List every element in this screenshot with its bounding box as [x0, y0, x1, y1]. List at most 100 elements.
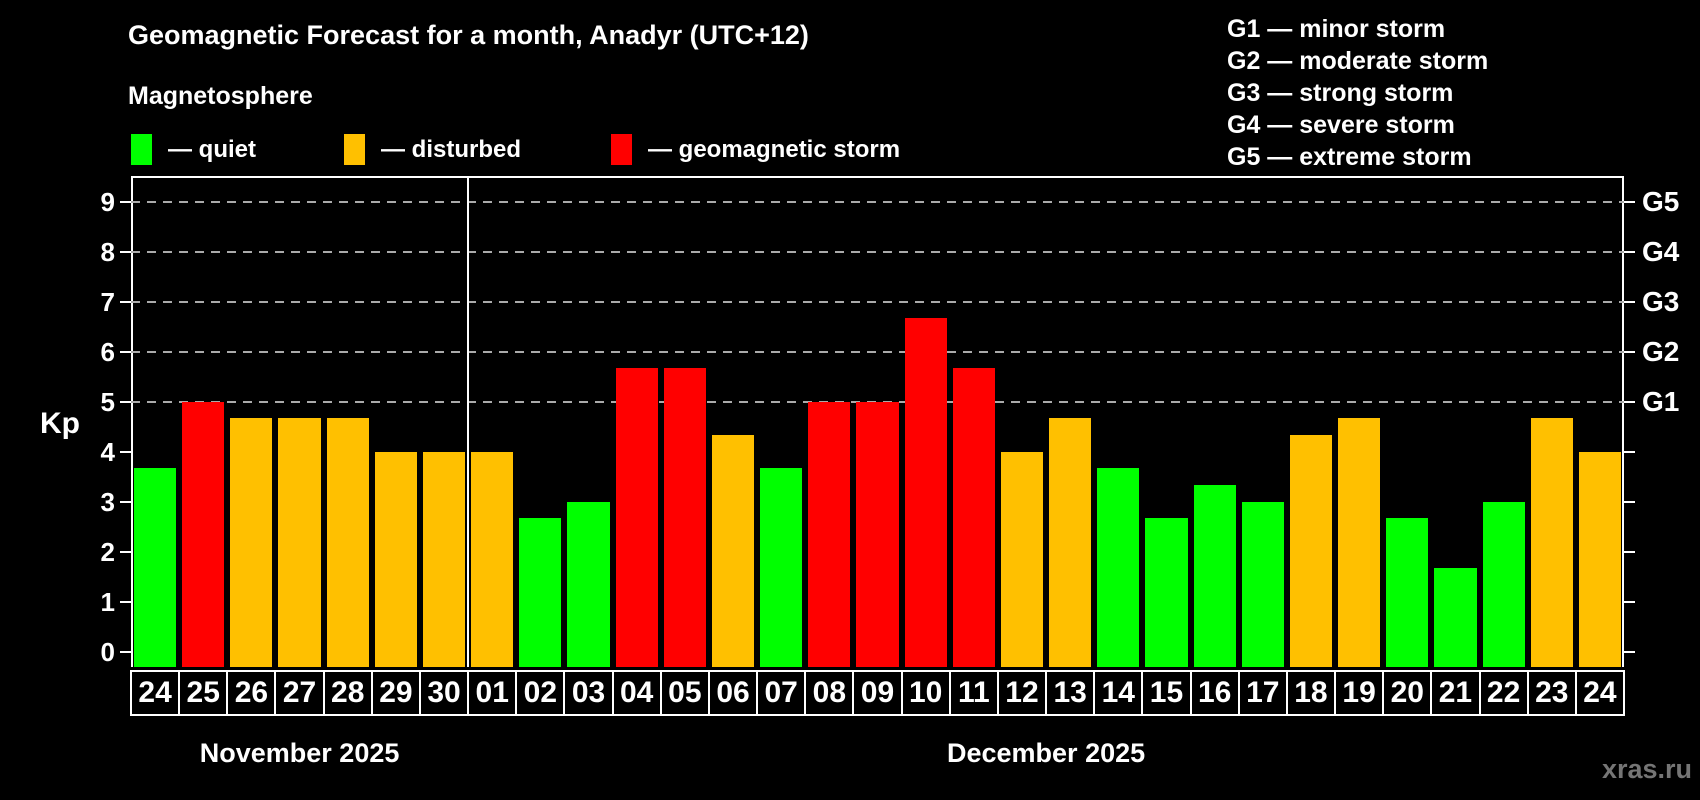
date-label: 12 — [996, 670, 1048, 716]
date-label: 04 — [611, 670, 662, 716]
date-label: 06 — [707, 670, 759, 716]
left-tick-7 — [120, 300, 131, 303]
date-label: 20 — [1382, 670, 1433, 716]
kp-bar-dec-01 — [471, 451, 514, 667]
plot-frame — [131, 176, 1624, 667]
kp-bar-dec-14 — [1097, 468, 1140, 667]
disturbed-swatch-icon — [344, 134, 365, 165]
y-tick-label-6: 6 — [100, 336, 115, 367]
kp-bar-dec-19 — [1338, 418, 1381, 667]
kp-bar-nov-27 — [278, 418, 321, 667]
gridline-kp8 — [131, 250, 1624, 253]
kp-bar-nov-25 — [182, 401, 225, 667]
kp-bar-dec-13 — [1049, 418, 1092, 667]
date-label: 24 — [1574, 670, 1625, 716]
kp-bar-nov-30 — [422, 451, 466, 667]
date-label: 15 — [1141, 670, 1192, 716]
right-tick-2 — [1624, 550, 1635, 553]
y-tick-label-4: 4 — [100, 436, 115, 467]
gridline-kp7 — [131, 300, 1624, 303]
kp-bar-dec-24 — [1578, 451, 1621, 667]
kp-bar-dec-09 — [856, 401, 899, 667]
right-tick-7 — [1624, 300, 1635, 303]
kp-bar-dec-07 — [760, 468, 803, 667]
date-label: 21 — [1430, 670, 1481, 716]
y-tick-label-7: 7 — [100, 286, 115, 317]
date-label: 29 — [370, 670, 421, 716]
storm-legend-label: — geomagnetic storm — [648, 136, 901, 163]
date-label: 16 — [1189, 670, 1240, 716]
g-tick-label-g1: G1 — [1642, 385, 1680, 417]
y-tick-label-3: 3 — [100, 486, 115, 517]
quiet-legend-label: — quiet — [168, 136, 256, 163]
month-divider — [467, 176, 470, 667]
right-tick-3 — [1624, 500, 1635, 503]
g5-legend-line: G5 — extreme storm — [1227, 143, 1472, 171]
kp-bar-dec-18 — [1289, 435, 1333, 667]
gridline-kp9 — [131, 200, 1624, 203]
y-tick-label-0: 0 — [100, 636, 115, 667]
right-tick-5 — [1624, 400, 1635, 403]
date-label: 19 — [1334, 670, 1385, 716]
kp-bar-dec-08 — [808, 401, 851, 667]
gridline-kp6 — [131, 350, 1624, 353]
left-tick-6 — [120, 350, 131, 353]
date-label: 11 — [948, 670, 999, 716]
date-label: 17 — [1237, 670, 1288, 716]
kp-bar-nov-28 — [326, 418, 369, 667]
kp-bar-dec-21 — [1434, 568, 1477, 667]
kp-bar-dec-02 — [519, 518, 562, 667]
date-label: 10 — [900, 670, 951, 716]
y-tick-label-5: 5 — [100, 386, 115, 417]
kp-bar-nov-24 — [134, 468, 177, 667]
date-label: 02 — [515, 670, 566, 716]
date-label: 09 — [852, 670, 903, 716]
g4-legend-line: G4 — severe storm — [1227, 111, 1455, 139]
kp-bar-dec-20 — [1386, 518, 1429, 667]
g-tick-label-g3: G3 — [1642, 285, 1680, 317]
quiet-swatch-icon — [131, 134, 152, 165]
date-label: 18 — [1285, 670, 1337, 716]
y-axis-title: Kp — [40, 407, 80, 440]
kp-bar-dec-10 — [904, 318, 947, 667]
left-tick-4 — [120, 450, 131, 453]
kp-bar-dec-05 — [663, 368, 706, 667]
right-tick-4 — [1624, 450, 1635, 453]
date-label: 24 — [130, 670, 181, 716]
kp-bar-nov-26 — [230, 418, 273, 667]
right-tick-9 — [1624, 200, 1635, 203]
kp-bar-dec-17 — [1241, 501, 1284, 667]
left-tick-1 — [120, 600, 131, 603]
y-tick-label-9: 9 — [100, 186, 115, 217]
kp-bar-dec-23 — [1530, 418, 1573, 667]
left-tick-2 — [120, 550, 131, 553]
g3-legend-line: G3 — strong storm — [1227, 79, 1454, 107]
g-tick-label-g5: G5 — [1642, 185, 1680, 217]
date-label: 25 — [178, 670, 229, 716]
g1-legend-line: G1 — minor storm — [1227, 15, 1446, 43]
y-tick-label-1: 1 — [100, 586, 115, 617]
date-label: 08 — [804, 670, 855, 716]
left-tick-5 — [120, 400, 131, 403]
page-title: Geomagnetic Forecast for a month, Anadyr… — [128, 20, 809, 50]
chart-subtitle: Magnetosphere — [128, 82, 313, 110]
g2-legend-line: G2 — moderate storm — [1227, 47, 1489, 75]
kp-bar-dec-22 — [1482, 501, 1525, 667]
month-label-november: November 2025 — [199, 738, 400, 768]
kp-bar-dec-15 — [1145, 518, 1188, 667]
g-tick-label-g4: G4 — [1642, 235, 1680, 267]
kp-bar-dec-12 — [1000, 451, 1044, 667]
month-label-december: December 2025 — [946, 738, 1146, 768]
date-label: 26 — [226, 670, 277, 716]
kp-bar-dec-06 — [711, 435, 755, 667]
right-tick-6 — [1624, 350, 1635, 353]
left-tick-3 — [120, 500, 131, 503]
date-label: 28 — [322, 670, 373, 716]
left-tick-8 — [120, 250, 131, 253]
kp-bar-dec-04 — [615, 368, 658, 667]
y-tick-label-2: 2 — [100, 536, 115, 567]
kp-bar-dec-03 — [567, 501, 610, 667]
date-label: 07 — [756, 670, 807, 716]
